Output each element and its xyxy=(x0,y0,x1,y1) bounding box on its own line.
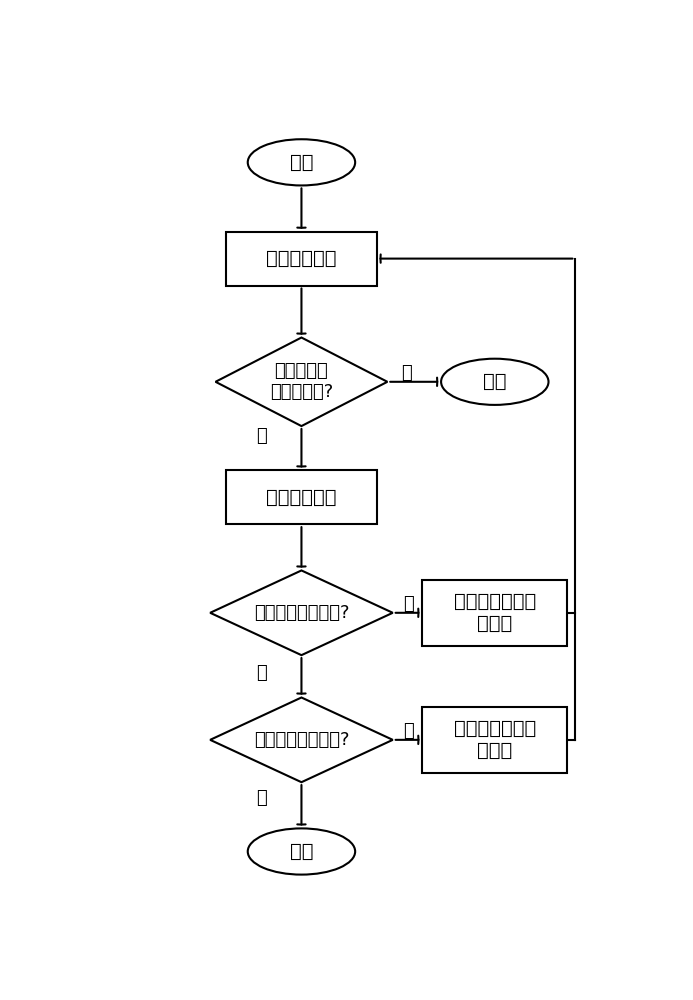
Text: 开始: 开始 xyxy=(290,153,313,172)
Text: 计算均衡因子: 计算均衡因子 xyxy=(266,249,337,268)
Ellipse shape xyxy=(248,828,356,875)
Text: 实施第二临界触
发转移: 实施第二临界触 发转移 xyxy=(454,719,536,760)
Text: 实施第一临界触
发转移: 实施第一临界触 发转移 xyxy=(454,592,536,633)
Text: 均衡因子满
足收敛约束?: 均衡因子满 足收敛约束? xyxy=(270,362,333,401)
Text: 结束: 结束 xyxy=(483,372,507,391)
Ellipse shape xyxy=(248,139,356,185)
Text: 结束: 结束 xyxy=(290,842,313,861)
Text: 是: 是 xyxy=(401,364,412,382)
Polygon shape xyxy=(210,698,393,782)
Text: 计算小区负载: 计算小区负载 xyxy=(266,488,337,507)
Text: 否: 否 xyxy=(256,664,267,682)
Text: 是: 是 xyxy=(403,722,414,740)
Polygon shape xyxy=(210,570,393,655)
Bar xyxy=(422,580,568,646)
Ellipse shape xyxy=(441,359,549,405)
Bar xyxy=(422,707,568,773)
Text: 满足第一临界触发?: 满足第一临界触发? xyxy=(254,604,349,622)
Text: 否: 否 xyxy=(256,427,267,445)
Text: 满足第二临界触发?: 满足第二临界触发? xyxy=(254,731,349,749)
Polygon shape xyxy=(216,338,387,426)
Bar xyxy=(226,232,377,286)
Text: 否: 否 xyxy=(256,789,267,807)
Bar xyxy=(226,470,377,524)
Text: 是: 是 xyxy=(403,595,414,613)
